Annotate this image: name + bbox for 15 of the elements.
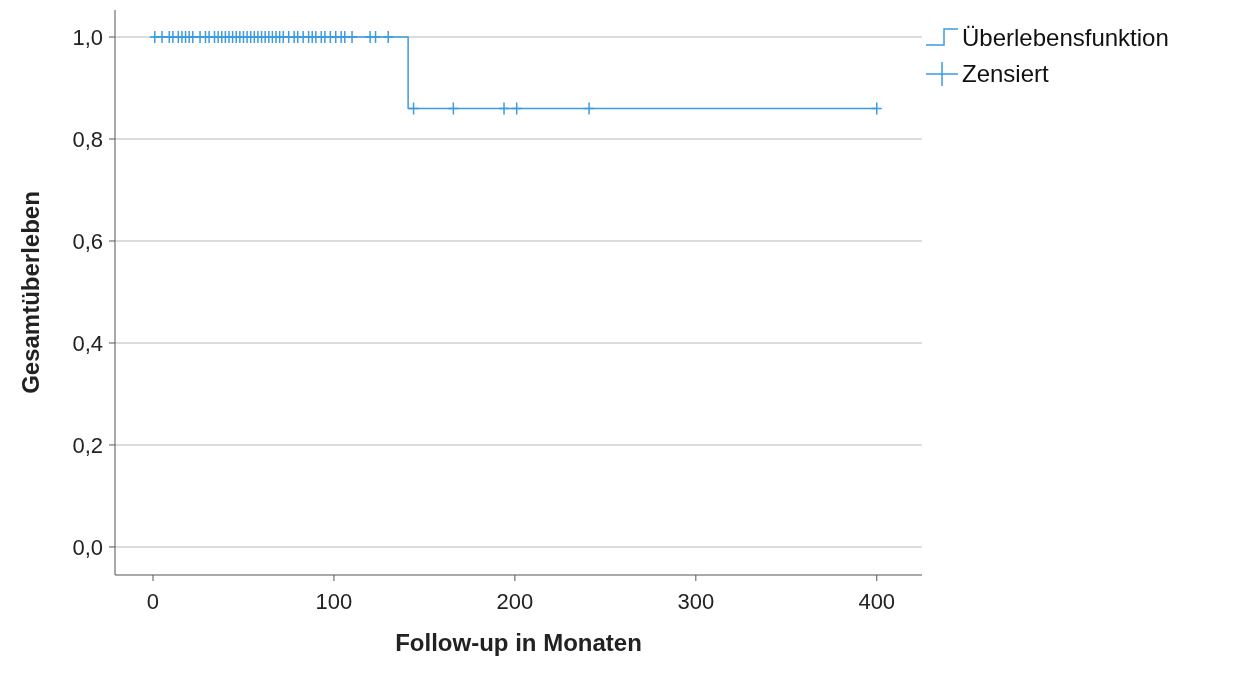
x-tick-label: 400 <box>858 588 896 614</box>
x-axis-title: Follow-up in Monaten <box>395 629 642 656</box>
x-tick-label: 300 <box>677 588 715 614</box>
y-tick-label: 0,8 <box>72 126 103 152</box>
x-tick-label: 0 <box>146 588 160 614</box>
legend-label: Überlebensfunktion <box>962 24 1169 52</box>
y-axis-title: Gesamtüberleben <box>16 191 44 394</box>
y-tick-label: 0,6 <box>72 228 103 254</box>
legend-label: Zensiert <box>962 60 1049 88</box>
y-tick-label: 1,0 <box>72 24 103 50</box>
y-tick-label: 0,4 <box>72 330 103 356</box>
y-tick-label: 0,0 <box>72 534 103 560</box>
x-tick-label: 200 <box>496 588 534 614</box>
x-tick-label: 100 <box>315 588 353 614</box>
y-tick-label: 0,2 <box>72 432 103 458</box>
